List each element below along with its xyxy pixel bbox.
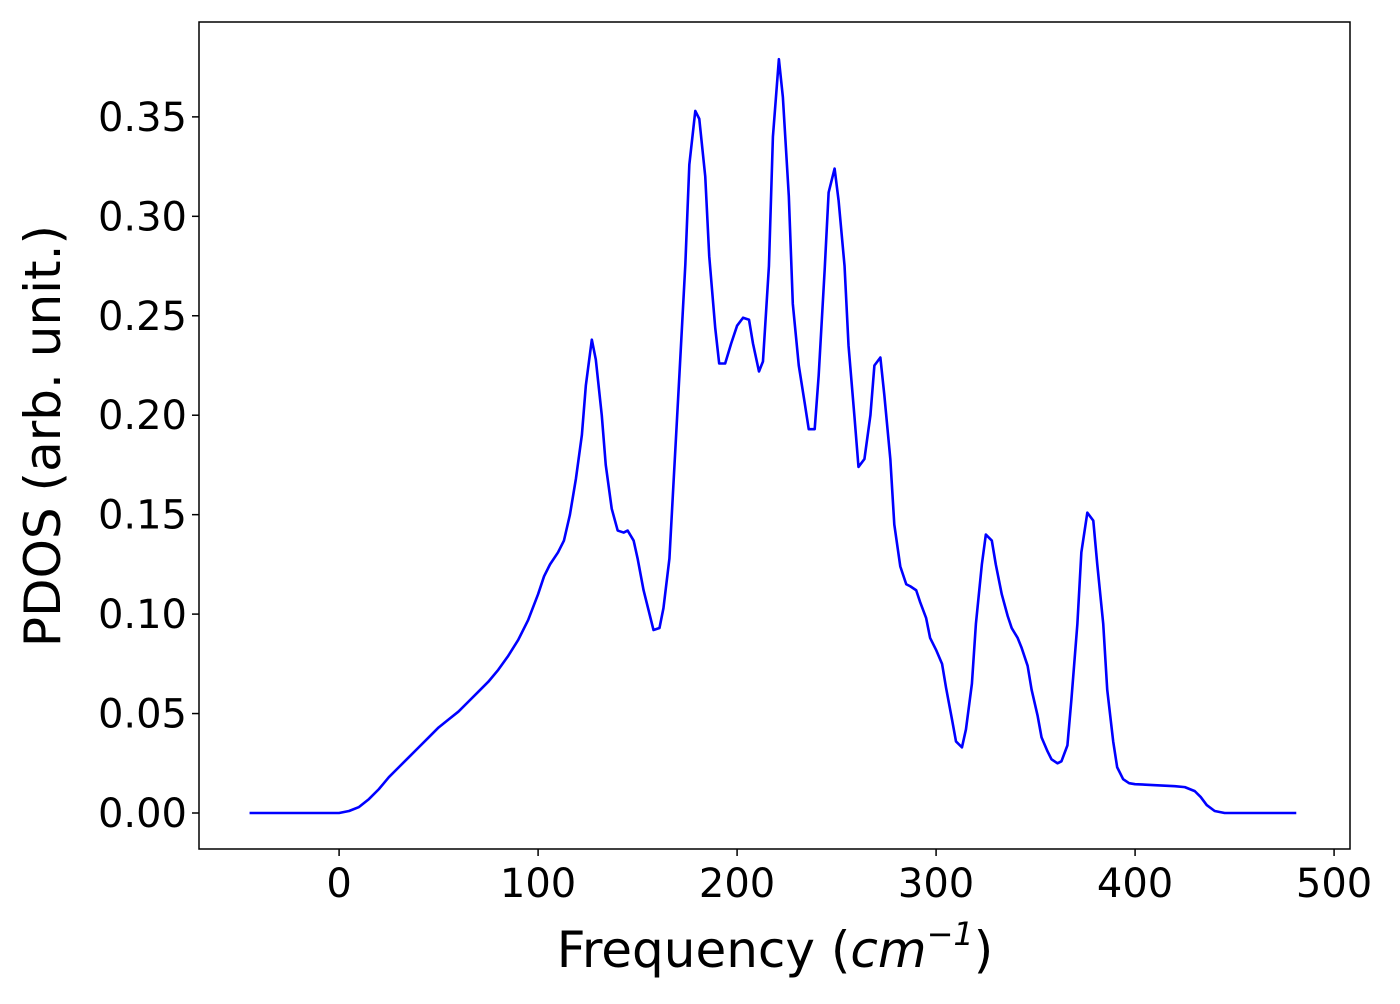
y-tick-label: 0.35 [98, 95, 187, 141]
x-label-close: ) [974, 921, 994, 979]
x-label-sup: −1 [927, 915, 974, 953]
x-tick-label: 300 [898, 861, 974, 907]
x-axis-label: Frequency (cm−1) [557, 915, 994, 979]
x-tick-label: 500 [1296, 861, 1372, 907]
x-tick-label: 0 [326, 861, 351, 907]
y-tick-label: 0.00 [98, 791, 187, 837]
x-tick-label: 100 [500, 861, 576, 907]
y-tick-label: 0.05 [98, 692, 187, 738]
y-tick-label: 0.25 [98, 294, 187, 340]
y-tick-label: 0.20 [98, 393, 187, 439]
x-tick-label: 400 [1097, 861, 1173, 907]
plot-frame [198, 21, 1351, 850]
line-series [249, 57, 1297, 815]
y-tick-label: 0.10 [98, 592, 187, 638]
x-label-text: Frequency ( [557, 921, 851, 979]
y-tick-label: 0.30 [98, 194, 187, 240]
x-label-math: cm [850, 921, 926, 979]
x-tick-label: 200 [699, 861, 775, 907]
y-tick-label: 0.15 [98, 493, 187, 539]
y-axis-label: PDOS (arb. unit.) [14, 225, 72, 647]
